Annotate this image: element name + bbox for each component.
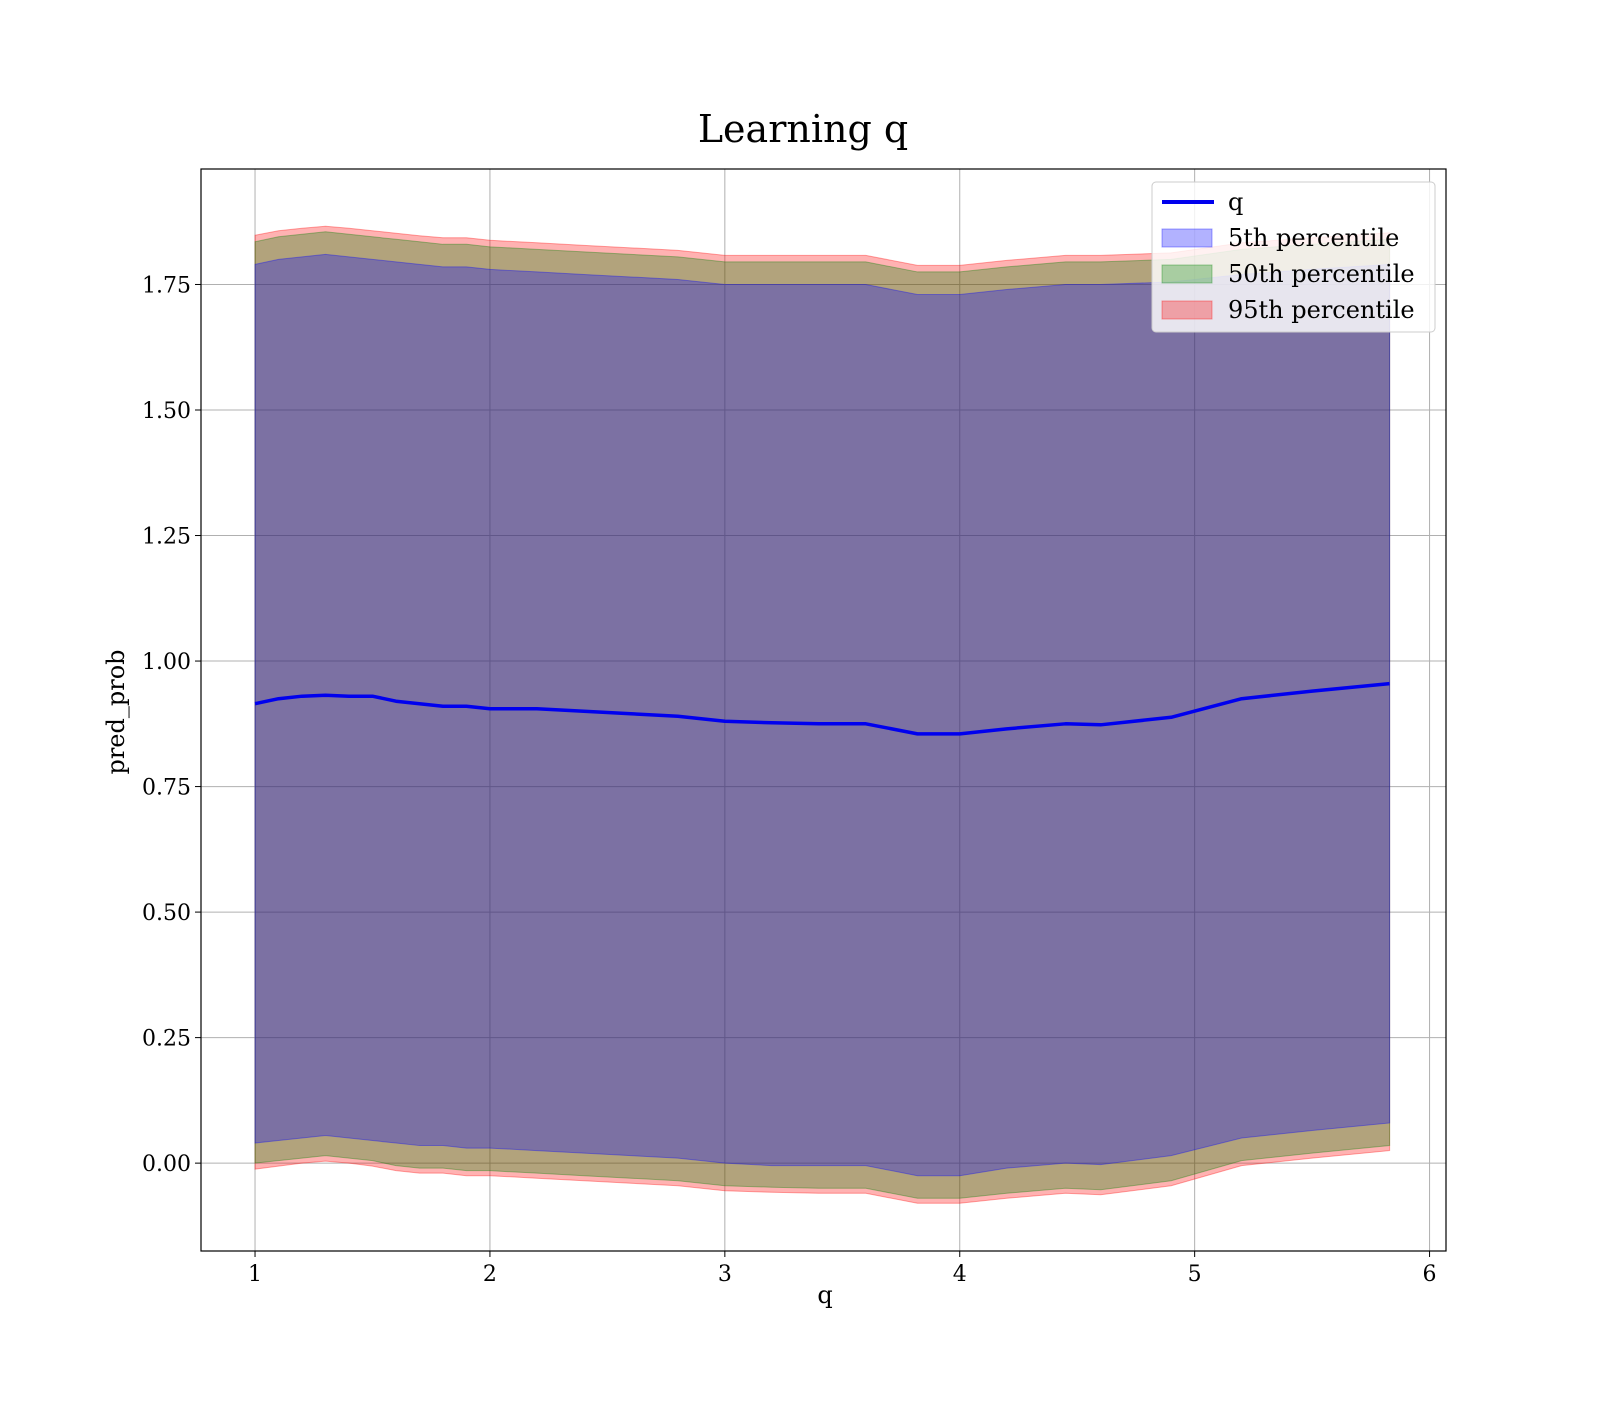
band-5th-percentile [254, 253, 1391, 1177]
y-tick-label: 0.25 [142, 1027, 191, 1052]
percentile-bands [254, 225, 1391, 1204]
legend-swatch-95th-percentile [1161, 300, 1213, 320]
x-tick-label: 6 [1423, 1262, 1437, 1287]
axis-ticks: 1 2 3 4 5 6 0.00 0.25 0.50 0.75 1.00 1.25 1.50 1.75 [142, 273, 1437, 1287]
y-tick-label: 1.75 [142, 273, 191, 298]
legend-label-q: q [1228, 188, 1243, 216]
plot-area-frame [200, 168, 1447, 1252]
y-tick-label: 1.00 [142, 650, 191, 675]
y-tick-label: 1.50 [142, 399, 191, 424]
y-axis-title: pred_prob [102, 649, 130, 774]
y-tick-label: 0.50 [142, 901, 191, 926]
legend: q 5th percentile 50th percentile 95th perce… [1151, 181, 1436, 333]
x-tick-label: 5 [1188, 1262, 1202, 1287]
legend-swatch-5th-percentile [1161, 228, 1213, 248]
x-tick-label: 4 [953, 1262, 967, 1287]
legend-label-95th-percentile: 95th percentile [1228, 296, 1415, 324]
legend-label-50th-percentile: 50th percentile [1228, 260, 1415, 288]
band-50th-percentile [254, 231, 1391, 1199]
y-tick-label: 0.00 [142, 1152, 191, 1177]
legend-box [1151, 181, 1436, 333]
x-axis-title: q [817, 1281, 832, 1309]
y-tick-label: 0.75 [142, 776, 191, 801]
legend-label-5th-percentile: 5th percentile [1228, 224, 1399, 252]
band-95th-percentile [254, 225, 1391, 1204]
x-tick-label: 2 [483, 1262, 497, 1287]
q-line-layer [254, 681, 1390, 736]
x-tick-label: 1 [248, 1262, 262, 1287]
x-tick-label: 3 [718, 1262, 732, 1287]
grid-lines [201, 169, 1446, 1251]
y-tick-label: 1.25 [142, 525, 191, 550]
chart-title: Learning q [698, 107, 908, 151]
legend-swatch-50th-percentile [1161, 264, 1213, 284]
q-line [254, 681, 1390, 736]
